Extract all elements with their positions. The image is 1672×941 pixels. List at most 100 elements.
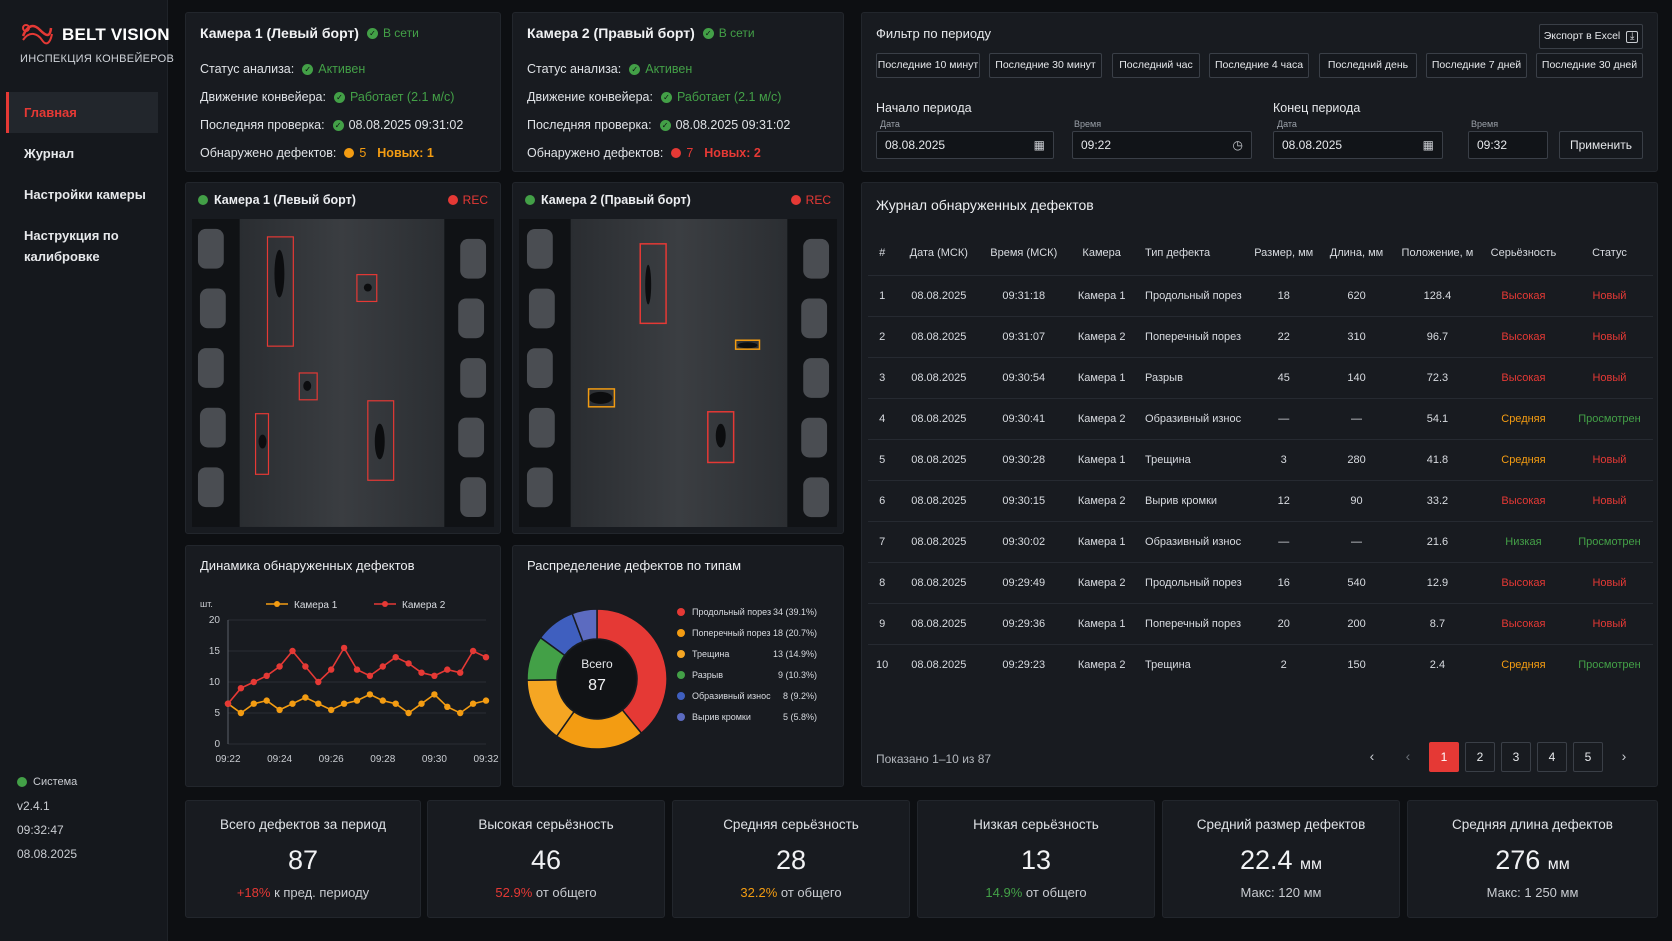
next-page-icon[interactable]: › [1621,748,1627,764]
cell-position: 128.4 [1393,274,1481,316]
data-point [263,672,270,679]
pagination-info: Показано 1–10 из 87 [876,752,992,766]
table-row[interactable]: 2 08.08.2025 09:31:07 Камера 2 Поперечный по… [868,315,1653,357]
nav-item-journal[interactable]: Журнал [24,146,75,161]
cell-date: 08.08.2025 [896,602,982,644]
table-row[interactable]: 6 08.08.2025 09:30:15 Камера 2 Вырив кромки 1… [868,479,1653,521]
camera-1-feed[interactable]: Камера 1 (Левый борт) REC [185,182,501,534]
cell-size: 45 [1248,356,1320,398]
check-icon: ✓ [332,119,344,131]
check-icon: ✓ [302,63,314,75]
table-row[interactable]: 9 08.08.2025 09:29:36 Камера 1 Поперечный по… [868,602,1653,644]
data-point [250,700,257,707]
stat-title: Низкая серьёзность [973,817,1099,832]
nav-item-home[interactable]: Главная [6,92,158,133]
cell-type: Трещина [1137,438,1249,480]
check-icon: ✓ [629,63,641,75]
table-row[interactable]: 7 08.08.2025 09:30:02 Камера 1 Образивный из… [868,520,1653,562]
cell-status: Новый [1565,561,1653,603]
cell-severity: Высокая [1480,561,1566,603]
page-3[interactable]: 3 [1501,742,1531,772]
apply-button[interactable]: Применить [1559,131,1643,159]
start-time-input[interactable]: 09:22 ◷ [1072,131,1252,159]
cell-number: 7 [868,520,897,562]
system-label: Система [33,776,78,788]
cell-length: 540 [1319,561,1394,603]
data-point [418,669,425,676]
preset-7-days[interactable]: Последние 7 дней [1426,53,1527,78]
start-date-input[interactable]: 08.08.2025 ▦ [876,131,1054,159]
cell-status: Новый [1565,356,1653,398]
export-icon: ⤓ [1626,30,1639,43]
stat-card-medium-severity: Средняя серьёзность 28 32.2% от общего [672,800,910,918]
end-date-input[interactable]: 08.08.2025 ▦ [1273,131,1443,159]
legend-dot [677,608,685,616]
nav-item-camera-settings[interactable]: Настройки камеры [24,187,146,202]
legend-dot [677,713,685,721]
page-1[interactable]: 1 [1429,742,1459,772]
col-severity: Серьёзность [1490,246,1557,259]
feed-2-title: Камера 2 (Правый борт) [541,193,691,207]
legend-value: 9 (10.3%) [778,670,817,680]
y-tick-label: 0 [214,739,220,750]
stat-subtitle: Макс: 1 250 мм [1486,885,1579,900]
table-row[interactable]: 5 08.08.2025 09:30:28 Камера 1 Трещина 3 280 41… [868,438,1653,480]
preset-4-hours[interactable]: Последние 4 часа [1209,53,1309,78]
cell-severity: Высокая [1480,479,1566,521]
cell-status: Просмотрен [1565,643,1653,685]
cell-length: — [1319,520,1394,562]
stat-card-avg-defect-length: Средняя длина дефектов 276 мм Макс: 1 25… [1407,800,1658,918]
camera-1-online: В сети [382,26,419,40]
table-row[interactable]: 1 08.08.2025 09:31:18 Камера 1 Продольный по… [868,274,1653,316]
legend-dot [677,629,685,637]
stat-card-total-defects: Всего дефектов за период 87 +18% к пред.… [185,800,421,918]
preset-1-hour[interactable]: Последний час [1112,53,1200,78]
data-point [328,666,335,673]
preset-10-min[interactable]: Последние 10 минут [876,53,980,78]
camera-2-status-card: Камера 2 (Правый борт) ✓ В сети Статус ана… [512,12,844,172]
nav-item-calibration[interactable]: Наструкция по калибровке [24,228,119,264]
page-5[interactable]: 5 [1573,742,1603,772]
col-position: Положение, м [1401,246,1474,259]
cell-camera: Камера 1 [1066,602,1138,644]
preset-30-days[interactable]: Последние 30 дней [1536,53,1643,78]
page-2[interactable]: 2 [1465,742,1495,772]
cell-length: 620 [1319,274,1394,316]
legend-label: Разрыв [692,670,723,680]
end-time-input[interactable]: 09:32 [1468,131,1548,159]
table-row[interactable]: 8 08.08.2025 09:29:49 Камера 2 Продольный по… [868,561,1653,603]
cell-date: 08.08.2025 [896,315,982,357]
y-axis-label: шт. [200,599,213,609]
donut-title: Распределение дефектов по типам [527,558,742,573]
system-info: Система v2.4.1 09:32:47 08.08.2025 [17,770,77,866]
cell-type: Разрыв [1137,356,1249,398]
cell-camera: Камера 1 [1066,438,1138,480]
cell-time: 09:29:23 [981,643,1067,685]
cell-length: 90 [1319,479,1394,521]
export-excel-button[interactable]: Экспорт в Excel ⤓ [1539,24,1643,49]
table-row[interactable]: 3 08.08.2025 09:30:54 Камера 1 Разрыв 45 140 72… [868,356,1653,398]
col-type: Тип дефекта [1145,246,1211,259]
cell-status: Новый [1565,602,1653,644]
cell-number: 5 [868,438,897,480]
camera-2-feed[interactable]: Камера 2 (Правый борт) REC [512,182,844,534]
page-4[interactable]: 4 [1537,742,1567,772]
cell-length: 310 [1319,315,1394,357]
table-row[interactable]: 4 08.08.2025 09:30:41 Камера 2 Образивный из… [868,397,1653,439]
legend-dot [677,671,685,679]
first-page-icon[interactable]: ‹ [1369,748,1375,764]
preset-1-day[interactable]: Последний день [1319,53,1417,78]
prev-page-icon[interactable]: ‹ [1405,748,1411,764]
live-dot [525,195,535,205]
cell-number: 6 [868,479,897,521]
preset-30-min[interactable]: Последние 30 минут [989,53,1102,78]
defect-dot [344,148,355,158]
table-row[interactable]: 10 08.08.2025 09:29:23 Камера 2 Трещина 2 150 2… [868,643,1653,685]
y-tick-label: 20 [209,615,221,626]
col-length: Длина, мм [1329,246,1384,259]
stat-value: 46 [530,845,562,875]
check-icon: ✓ [333,91,345,103]
x-tick-label: 09:26 [319,754,344,765]
cell-severity: Средняя [1480,438,1566,480]
calendar-icon: ▦ [1422,138,1434,152]
